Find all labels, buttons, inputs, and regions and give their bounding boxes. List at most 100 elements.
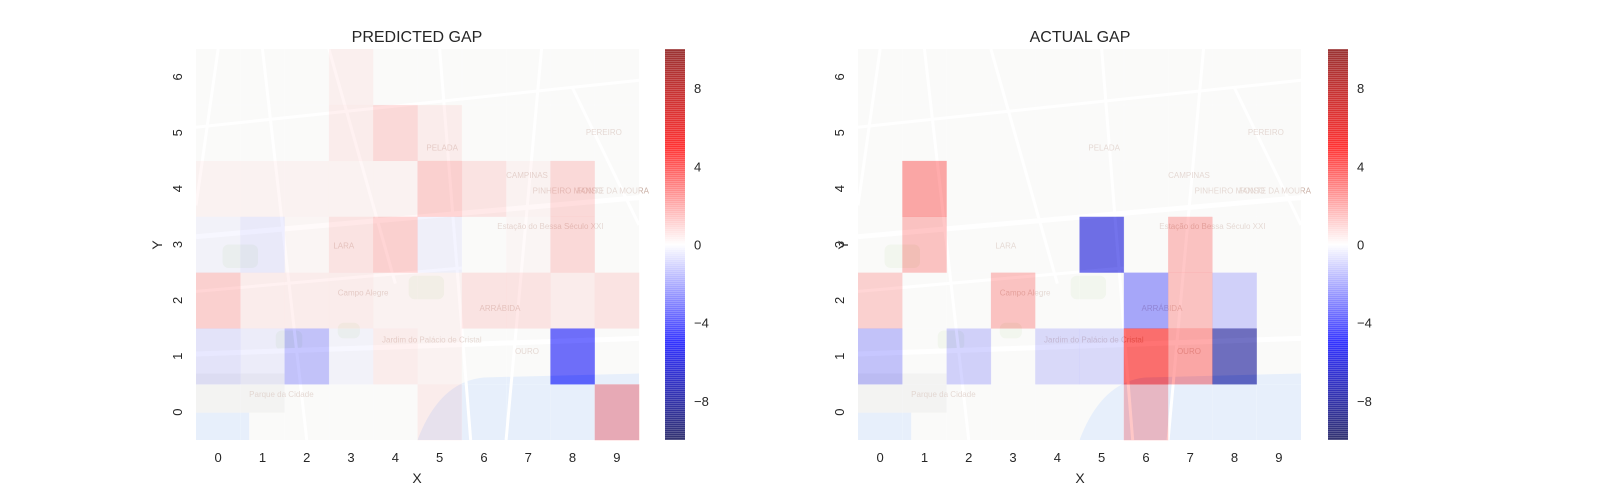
actual-gap-panel: ACTUAL GAP PELADACAMPINASPINHEIRO MANSOF… [832, 29, 1372, 486]
predicted-cell-x3-y3 [328, 216, 374, 273]
actual-cell-x8-y3 [1212, 216, 1257, 273]
predicted-colorbar-tick-4: 4 [694, 159, 701, 174]
actual-cell-x8-y5 [1212, 104, 1257, 162]
actual-cell-x4-y4 [1035, 160, 1080, 217]
actual-cell-x2-y6 [946, 49, 992, 106]
actual-cell-x5-y4 [1079, 160, 1125, 217]
actual-cell-x2-y4 [946, 160, 992, 217]
predicted-x-tick-0: 0 [215, 450, 222, 465]
predicted-cell-x1-y3 [240, 216, 285, 273]
predicted-gap-panel: PREDICTED GAP PELADACAMPINASPINHEIRO MAN… [149, 29, 709, 486]
predicted-x-tick-3: 3 [347, 450, 354, 465]
predicted-cell-x9-y2 [594, 272, 640, 329]
actual-cell-x1-y6 [902, 49, 947, 106]
predicted-cell-x1-y5 [240, 104, 285, 162]
predicted-y-tick-6: 6 [170, 73, 185, 80]
predicted-y-tick-5: 5 [170, 129, 185, 136]
predicted-colorbar-tick-0: 0 [694, 238, 701, 253]
predicted-cell-x9-y0 [594, 384, 640, 441]
actual-cell-x0-y6 [858, 49, 903, 106]
predicted-cell-x2-y3 [284, 216, 330, 273]
predicted-cell-x9-y3 [594, 216, 640, 273]
actual-cell-x6-y0 [1123, 384, 1169, 441]
actual-y-tick-3: 3 [832, 241, 847, 248]
actual-cell-x0-y1 [858, 328, 903, 385]
predicted-y-tick-2: 2 [170, 297, 185, 304]
predicted-cell-x0-y0 [196, 384, 241, 441]
actual-cell-x4-y6 [1035, 49, 1080, 106]
actual-cell-x9-y4 [1256, 160, 1302, 217]
predicted-cell-x6-y1 [461, 328, 507, 385]
actual-cell-x1-y2 [902, 272, 947, 329]
predicted-x-ticks: 0 1 2 3 4 5 6 7 8 9 [215, 450, 621, 465]
actual-cell-x6-y4 [1123, 160, 1169, 217]
actual-cell-x1-y3 [902, 216, 947, 273]
predicted-colorbar-ticks: 8 4 0 −4 −8 [694, 81, 709, 409]
predicted-cell-x0-y4 [196, 160, 241, 217]
predicted-cell-x0-y5 [196, 104, 241, 162]
actual-colorbar-lines [1328, 49, 1348, 440]
actual-colorbar-tick-4: 4 [1357, 159, 1364, 174]
predicted-x-tick-2: 2 [303, 450, 310, 465]
predicted-y-tick-3: 3 [170, 241, 185, 248]
predicted-cell-x1-y6 [240, 49, 285, 106]
predicted-cell-x0-y2 [196, 272, 241, 329]
predicted-x-tick-7: 7 [525, 450, 532, 465]
actual-x-tick-3: 3 [1009, 450, 1016, 465]
predicted-cell-x8-y0 [550, 384, 595, 441]
actual-heatmap-cells [858, 49, 1302, 441]
predicted-colorbar-tick-m4: −4 [694, 316, 709, 331]
actual-cell-x8-y1 [1212, 328, 1257, 385]
predicted-cell-x1-y4 [240, 160, 285, 217]
actual-cell-x0-y0 [858, 384, 903, 441]
actual-cell-x9-y6 [1256, 49, 1302, 106]
actual-x-tick-9: 9 [1275, 450, 1282, 465]
actual-cell-x3-y3 [990, 216, 1036, 273]
actual-y-ticks: 0 1 2 3 4 5 6 [832, 73, 847, 415]
actual-cell-x4-y3 [1035, 216, 1080, 273]
predicted-cell-x2-y4 [284, 160, 330, 217]
predicted-cell-x5-y3 [417, 216, 463, 273]
actual-x-tick-6: 6 [1142, 450, 1149, 465]
predicted-x-tick-6: 6 [480, 450, 487, 465]
predicted-cell-x5-y5 [417, 104, 463, 162]
predicted-colorbar-lines [665, 49, 685, 440]
predicted-cell-x4-y1 [373, 328, 418, 385]
actual-cell-x5-y1 [1079, 328, 1125, 385]
actual-cell-x0-y4 [858, 160, 903, 217]
actual-cell-x6-y3 [1123, 216, 1169, 273]
predicted-cell-x4-y5 [373, 104, 418, 162]
actual-x-tick-4: 4 [1054, 450, 1061, 465]
actual-gap-title: ACTUAL GAP [1030, 29, 1131, 46]
actual-cell-x7-y0 [1168, 384, 1213, 441]
actual-cell-x6-y1 [1123, 328, 1169, 385]
predicted-x-tick-8: 8 [569, 450, 576, 465]
predicted-cell-x2-y5 [284, 104, 330, 162]
actual-cell-x3-y0 [990, 384, 1036, 441]
actual-cell-x8-y4 [1212, 160, 1257, 217]
predicted-cell-x5-y2 [417, 272, 463, 329]
predicted-y-ticks: 0 1 2 3 4 5 6 [170, 73, 185, 415]
predicted-cell-x0-y6 [196, 49, 241, 106]
actual-cell-x1-y4 [902, 160, 947, 217]
predicted-cell-x3-y6 [328, 49, 374, 106]
actual-x-tick-1: 1 [921, 450, 928, 465]
predicted-cell-x7-y2 [506, 272, 551, 329]
predicted-cell-x0-y1 [196, 328, 241, 385]
predicted-cell-x9-y6 [594, 49, 640, 106]
predicted-cell-x5-y6 [417, 49, 463, 106]
actual-x-tick-8: 8 [1231, 450, 1238, 465]
actual-x-axis-label: X [1075, 470, 1085, 486]
actual-y-tick-4: 4 [832, 185, 847, 192]
actual-cell-x2-y2 [946, 272, 992, 329]
predicted-y-tick-1: 1 [170, 353, 185, 360]
actual-colorbar-ticks: 8 4 0 −4 −8 [1357, 81, 1372, 409]
predicted-x-tick-4: 4 [392, 450, 399, 465]
actual-cell-x5-y2 [1079, 272, 1125, 329]
predicted-cell-x6-y3 [461, 216, 507, 273]
predicted-colorbar: 8 4 0 −4 −8 [665, 49, 709, 440]
actual-cell-x7-y1 [1168, 328, 1213, 385]
predicted-cell-x7-y0 [506, 384, 551, 441]
predicted-cell-x5-y4 [417, 160, 463, 217]
actual-cell-x8-y0 [1212, 384, 1257, 441]
